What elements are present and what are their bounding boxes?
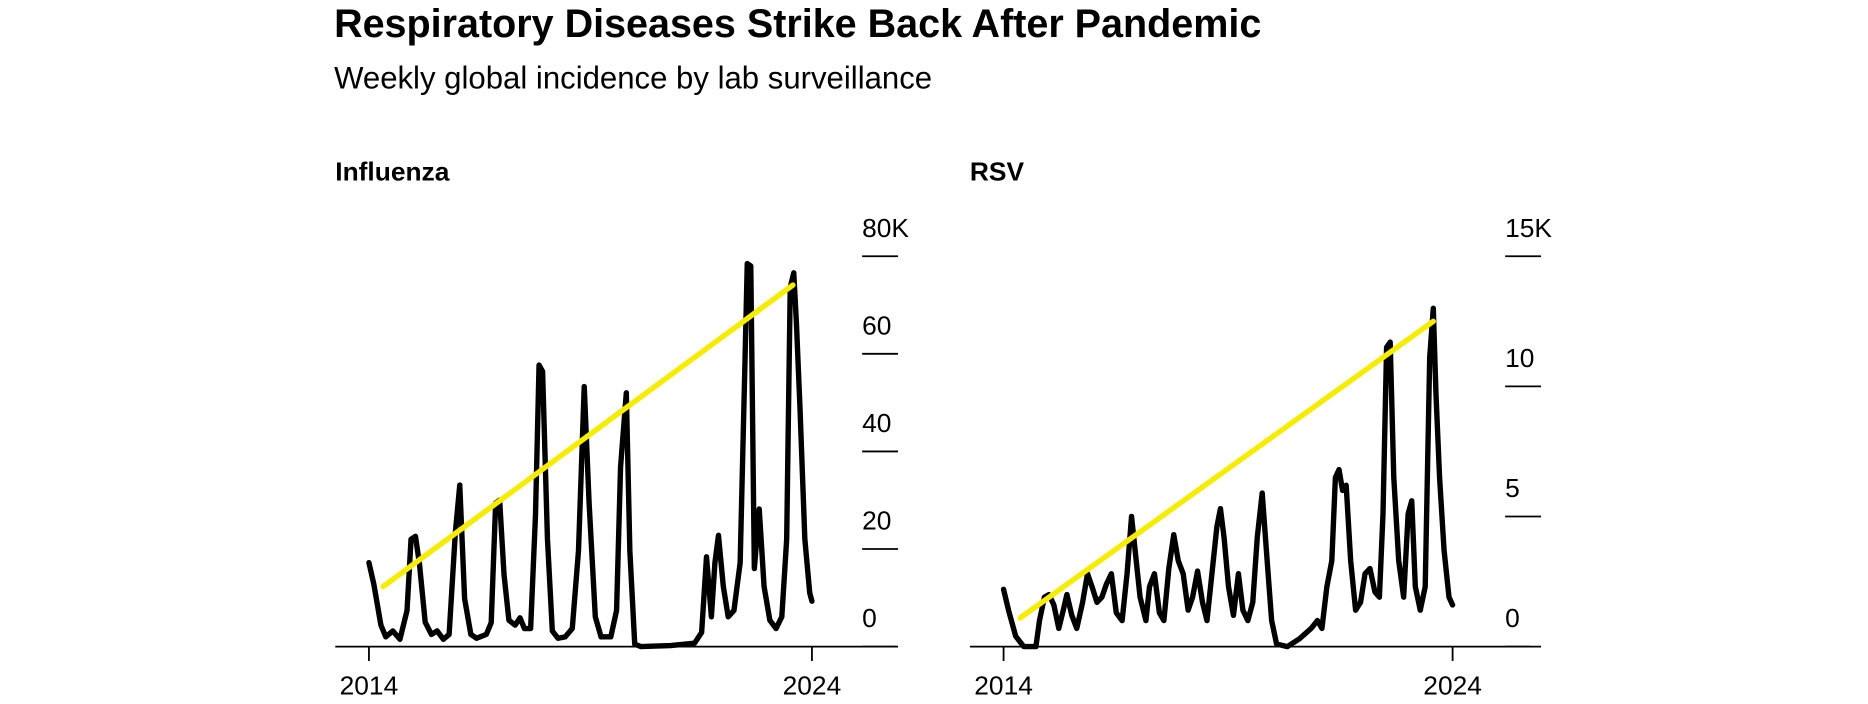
panel-title: RSV: [970, 157, 1025, 187]
page-subtitle: Weekly global incidence by lab surveilla…: [334, 60, 932, 95]
trend-line: [1017, 318, 1436, 621]
y-tick-label: 10: [1505, 343, 1534, 373]
trend-line: [380, 282, 796, 590]
y-tick-label: 80K: [862, 213, 909, 243]
x-tick-label: 2024: [783, 670, 842, 700]
y-tick-label: 60: [862, 310, 891, 340]
y-tick-label: 15K: [1505, 213, 1552, 243]
x-tick-label: 2014: [974, 670, 1033, 700]
y-tick-label: 40: [862, 408, 891, 438]
y-tick-label: 5: [1505, 473, 1520, 503]
y-tick-label: 20: [862, 506, 891, 536]
canvas: Respiratory Diseases Strike Back After P…: [334, 2, 1552, 700]
x-tick-label: 2024: [1423, 670, 1482, 700]
y-tick-label: 0: [862, 603, 877, 633]
data-line: [1000, 305, 1456, 650]
page-title: Respiratory Diseases Strike Back After P…: [334, 2, 1261, 46]
x-tick-label: 2014: [340, 670, 399, 700]
data-line: [366, 260, 815, 650]
panel-title: Influenza: [335, 157, 449, 187]
y-tick-label: 0: [1505, 603, 1520, 633]
